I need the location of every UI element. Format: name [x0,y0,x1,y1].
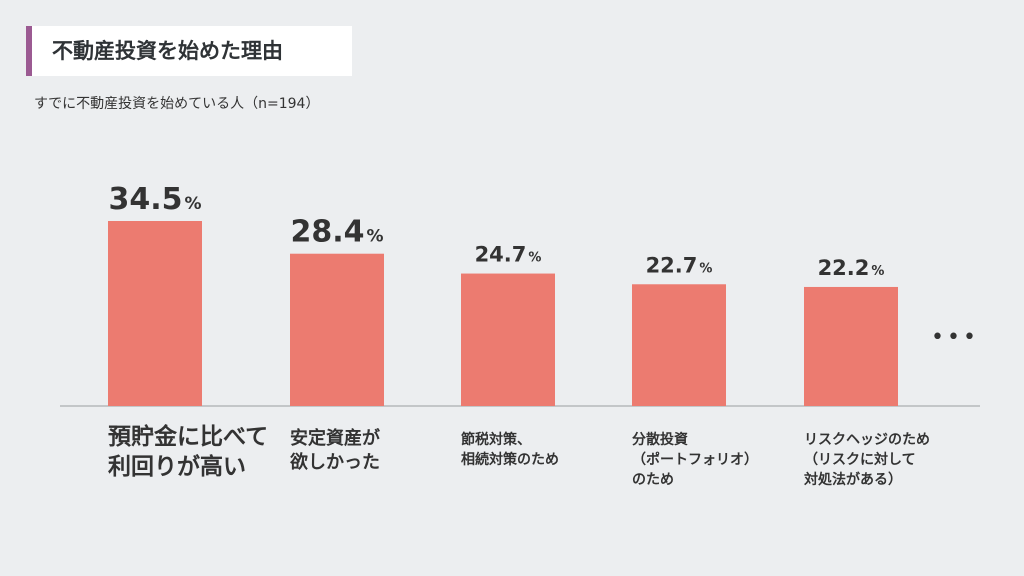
title-box: 不動産投資を始めた理由 [26,26,352,76]
value-label-5: 22.2% [818,256,885,280]
bar-5 [804,286,898,406]
bar-1 [108,221,202,406]
category-label-2: 安定資産が欲しかった [289,427,380,473]
value-label-1: 34.5% [108,182,201,217]
category-label-5: リスクヘッジのため（リスクに対して対処法がある） [803,432,930,488]
category-label-3: 節税対策、相続対策のため [461,431,559,468]
bar-3 [461,273,555,406]
category-label-4: 分散投資（ポートフォリオ）のため [632,431,758,488]
chart-subtitle: すでに不動産投資を始めている人（n=194） [34,96,320,112]
category-label-1: 預貯金に比べて利回りが高い [108,423,268,480]
bar-2 [290,253,384,406]
bar-4 [632,284,726,406]
value-label-4: 22.7% [646,253,713,277]
chart-title: 不動産投資を始めた理由 [52,39,283,63]
value-label-3: 24.7% [475,243,542,267]
value-label-2: 28.4% [290,215,383,250]
more-items-ellipsis: ••• [931,325,979,350]
title-accent-bar [26,26,32,76]
